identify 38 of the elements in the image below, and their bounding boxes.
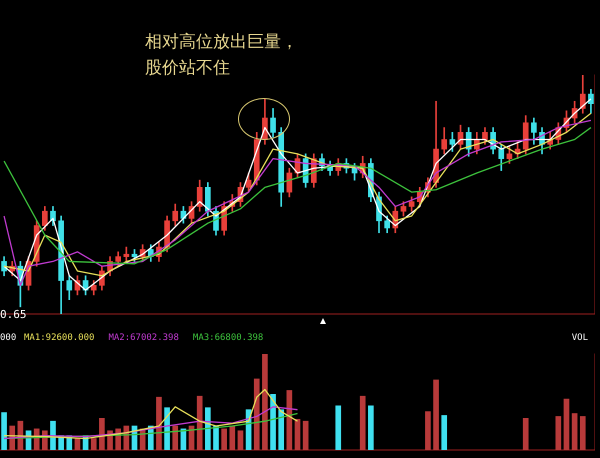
bar xyxy=(99,418,105,450)
bar xyxy=(278,409,284,450)
annotation: 股价站不住 xyxy=(145,57,230,79)
bar xyxy=(270,394,276,450)
bar xyxy=(564,398,570,450)
bar xyxy=(286,390,292,450)
bar xyxy=(90,438,97,450)
bar xyxy=(74,438,80,450)
bar xyxy=(425,411,431,450)
bar xyxy=(188,426,194,450)
bar xyxy=(254,378,260,450)
text: MA3:66800.398 xyxy=(192,333,264,343)
text: VOL xyxy=(572,333,588,343)
bar xyxy=(238,430,244,450)
bar xyxy=(180,428,186,450)
bar xyxy=(196,396,203,450)
bar xyxy=(522,418,529,450)
bar xyxy=(156,396,162,450)
bar xyxy=(368,406,374,450)
text: 000 xyxy=(0,333,16,343)
bar xyxy=(580,416,586,450)
bar xyxy=(335,406,342,450)
bar xyxy=(1,412,7,450)
bar xyxy=(294,418,300,450)
text: MA2:67002.398 xyxy=(108,333,179,343)
bar xyxy=(262,354,268,450)
bar xyxy=(229,426,236,450)
text: 相对高位放出巨量， xyxy=(145,31,298,53)
bar xyxy=(441,415,448,450)
bar xyxy=(213,426,219,450)
bar xyxy=(433,380,439,450)
bar xyxy=(302,420,308,450)
bar xyxy=(555,416,562,450)
bar xyxy=(360,396,366,450)
bar xyxy=(172,426,178,450)
bar xyxy=(221,428,227,450)
text: MA1:92600.000 xyxy=(24,333,94,343)
bar xyxy=(572,413,578,450)
